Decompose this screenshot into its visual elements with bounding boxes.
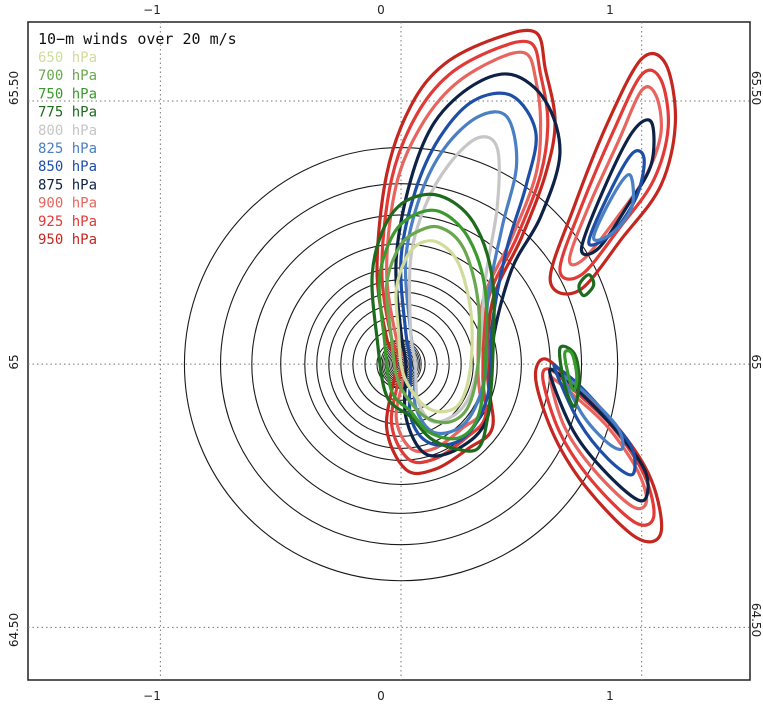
y-tick-right: 64.50	[749, 603, 763, 637]
contour-775-hpa	[370, 192, 596, 453]
contour-925-hpa	[380, 39, 671, 527]
contour-line	[592, 173, 636, 242]
contour-750-hpa	[377, 208, 579, 441]
pressure-ring	[219, 183, 583, 546]
contour-line	[552, 363, 637, 477]
contour-line	[563, 349, 579, 393]
legend-entry: 650 hPa	[38, 50, 97, 66]
y-tick-left: 64.50	[7, 613, 21, 647]
y-tick-left: 65.50	[7, 71, 21, 105]
x-tick-top: 1	[606, 3, 614, 17]
contour-650-hpa	[394, 239, 474, 414]
contour-line	[548, 367, 650, 503]
legend: 10−m winds over 20 m/s 650 hPa 700 hPa 750…	[38, 30, 237, 248]
legend-entry: 825 hPa	[38, 141, 97, 157]
contour-line	[407, 135, 501, 424]
x-tick-bottom: 1	[606, 689, 614, 703]
legend-items: 650 hPa 700 hPa 750 hPa 775 hPa 800 hPa 825 h…	[38, 50, 97, 248]
legend-entry: 850 hPa	[38, 159, 97, 175]
contour-line	[385, 50, 543, 454]
contour-line	[557, 344, 581, 408]
contour-line	[541, 367, 656, 527]
contour-line	[558, 68, 671, 281]
contour-line	[399, 91, 538, 447]
contour-line	[375, 28, 557, 476]
y-tick-right: 65.50	[749, 71, 763, 105]
x-tick-top: −1	[143, 3, 161, 17]
pressure-ring	[340, 303, 462, 425]
contour-line	[370, 192, 496, 453]
contour-line	[548, 51, 678, 296]
legend-entry: 875 hPa	[38, 177, 97, 193]
contour-line	[377, 208, 489, 441]
legend-title: 10−m winds over 20 m/s	[38, 30, 237, 48]
legend-entry: 750 hPa	[38, 86, 97, 102]
legend-entry: 800 hPa	[38, 123, 97, 139]
legend-entry: 900 hPa	[38, 196, 97, 212]
contour-line	[579, 118, 656, 257]
y-tick-left: 65	[7, 354, 21, 369]
legend-entry: 775 hPa	[38, 105, 97, 121]
contour-line	[394, 239, 474, 414]
contour-line	[380, 39, 550, 465]
x-tick-bottom: 0	[377, 689, 385, 703]
contour-700-hpa	[384, 224, 482, 425]
contour-line	[394, 72, 562, 458]
x-tick-top: 0	[377, 3, 385, 17]
contour-875-hpa	[394, 72, 656, 503]
contour-800-hpa	[407, 135, 501, 424]
legend-entry: 950 hPa	[38, 232, 97, 248]
pressure-ring	[352, 315, 450, 413]
legend-entry: 700 hPa	[38, 68, 97, 84]
contour-line	[577, 273, 596, 298]
legend-entry: 925 hPa	[38, 214, 97, 230]
contour-line	[384, 224, 482, 425]
contour-series	[370, 28, 678, 544]
y-tick-right: 65	[749, 354, 763, 369]
x-tick-bottom: −1	[143, 689, 161, 703]
plot-frame	[27, 21, 751, 681]
contour-line	[403, 110, 519, 436]
